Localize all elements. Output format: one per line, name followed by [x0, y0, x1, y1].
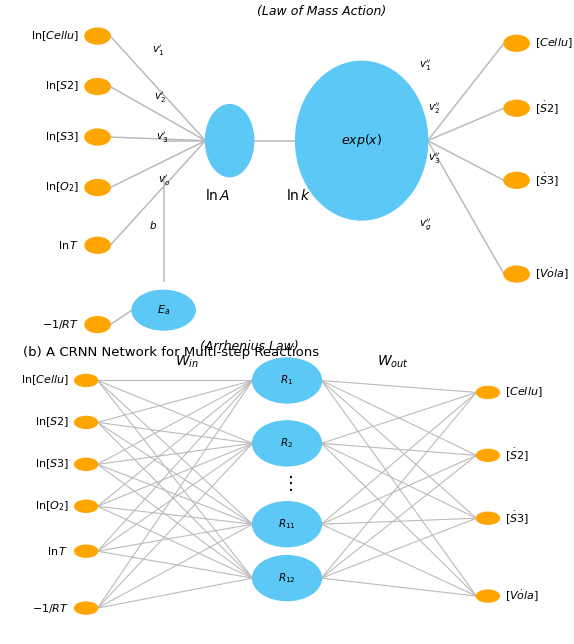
Text: $v_3'$: $v_3'$: [156, 129, 168, 145]
Text: $W_{in}$: $W_{in}$: [174, 354, 199, 370]
Text: $\ln[S3]$: $\ln[S3]$: [35, 457, 69, 471]
Circle shape: [132, 290, 195, 330]
Text: $\ln[\mathit{Cellu}]$: $\ln[\mathit{Cellu}]$: [21, 374, 69, 388]
Circle shape: [85, 237, 110, 253]
Text: $R_{12}$: $R_{12}$: [278, 571, 296, 585]
Circle shape: [504, 266, 529, 282]
Text: $\ln k$: $\ln k$: [286, 187, 311, 202]
Text: $v_1'$: $v_1'$: [152, 43, 164, 58]
Circle shape: [75, 417, 98, 428]
Text: $[\dot{S}2]$: $[\dot{S}2]$: [505, 447, 529, 464]
Text: $-1/RT$: $-1/RT$: [32, 601, 69, 614]
Ellipse shape: [253, 421, 321, 466]
Circle shape: [75, 602, 98, 614]
Circle shape: [85, 180, 110, 196]
Text: $\ln\mathit{T}$: $\ln\mathit{T}$: [48, 545, 69, 557]
Text: $R_{11}$: $R_{11}$: [278, 517, 296, 531]
Text: $v_o'$: $v_o'$: [158, 173, 170, 188]
Text: $\vdots$: $\vdots$: [281, 474, 293, 493]
Circle shape: [85, 317, 110, 332]
Text: $[\dot{S}2]$: $[\dot{S}2]$: [535, 100, 559, 117]
Text: $\ln[O_2]$: $\ln[O_2]$: [35, 499, 69, 513]
Text: $\ln[S2]$: $\ln[S2]$: [45, 80, 79, 93]
Text: $v_2'$: $v_2'$: [154, 90, 166, 105]
Text: $\ln[\mathit{Cellu}]$: $\ln[\mathit{Cellu}]$: [32, 29, 79, 43]
Circle shape: [85, 129, 110, 145]
Circle shape: [75, 459, 98, 470]
Text: $\ln[O_2]$: $\ln[O_2]$: [45, 180, 79, 194]
Circle shape: [75, 375, 98, 386]
Circle shape: [504, 100, 529, 116]
Text: $[\mathit{Cellu}]$: $[\mathit{Cellu}]$: [505, 386, 543, 399]
Circle shape: [476, 450, 499, 461]
Ellipse shape: [253, 556, 321, 601]
Text: $E_a$: $E_a$: [157, 303, 170, 317]
Text: $[V\dot{o}la]$: $[V\dot{o}la]$: [505, 589, 539, 603]
Ellipse shape: [253, 358, 321, 403]
Text: $\ln\mathit{T}$: $\ln\mathit{T}$: [58, 239, 79, 251]
Ellipse shape: [253, 502, 321, 547]
Text: $v_2''$: $v_2''$: [428, 100, 440, 116]
Text: $\ln\mathit{A}$: $\ln\mathit{A}$: [205, 187, 231, 202]
Text: $v_3''$: $v_3''$: [428, 151, 440, 166]
Text: $[\dot{S}3]$: $[\dot{S}3]$: [535, 172, 559, 189]
Text: $\ln[S2]$: $\ln[S2]$: [35, 415, 69, 430]
Circle shape: [75, 545, 98, 557]
Text: $v_g''$: $v_g''$: [419, 216, 432, 232]
Circle shape: [75, 500, 98, 512]
Text: $[\dot{S}3]$: $[\dot{S}3]$: [505, 509, 529, 527]
Text: $v_1''$: $v_1''$: [419, 57, 432, 73]
Ellipse shape: [205, 104, 254, 176]
Circle shape: [476, 512, 499, 524]
Text: (b) A CRNN Network for Multi-step Reactions: (b) A CRNN Network for Multi-step Reacti…: [23, 346, 319, 359]
Circle shape: [504, 35, 529, 52]
Text: $-1/RT$: $-1/RT$: [42, 318, 79, 331]
Text: $R_1$: $R_1$: [281, 374, 293, 388]
Text: $\ln[S3]$: $\ln[S3]$: [45, 130, 79, 144]
Text: (Law of Mass Action): (Law of Mass Action): [257, 5, 386, 19]
Text: (Arrhenius Law): (Arrhenius Law): [200, 341, 299, 354]
Text: $W_{out}$: $W_{out}$: [377, 354, 409, 370]
Text: $b$: $b$: [149, 220, 157, 231]
Ellipse shape: [296, 61, 428, 220]
Circle shape: [476, 590, 499, 602]
Text: $[\mathit{Cellu}]$: $[\mathit{Cellu}]$: [535, 36, 573, 50]
Circle shape: [85, 79, 110, 95]
Text: $[V\dot{o}la]$: $[V\dot{o}la]$: [535, 267, 569, 281]
Text: $\mathit{exp}(x)$: $\mathit{exp}(x)$: [341, 132, 382, 149]
Circle shape: [85, 28, 110, 44]
Circle shape: [504, 173, 529, 188]
Circle shape: [476, 386, 499, 399]
Text: $R_2$: $R_2$: [281, 437, 293, 450]
